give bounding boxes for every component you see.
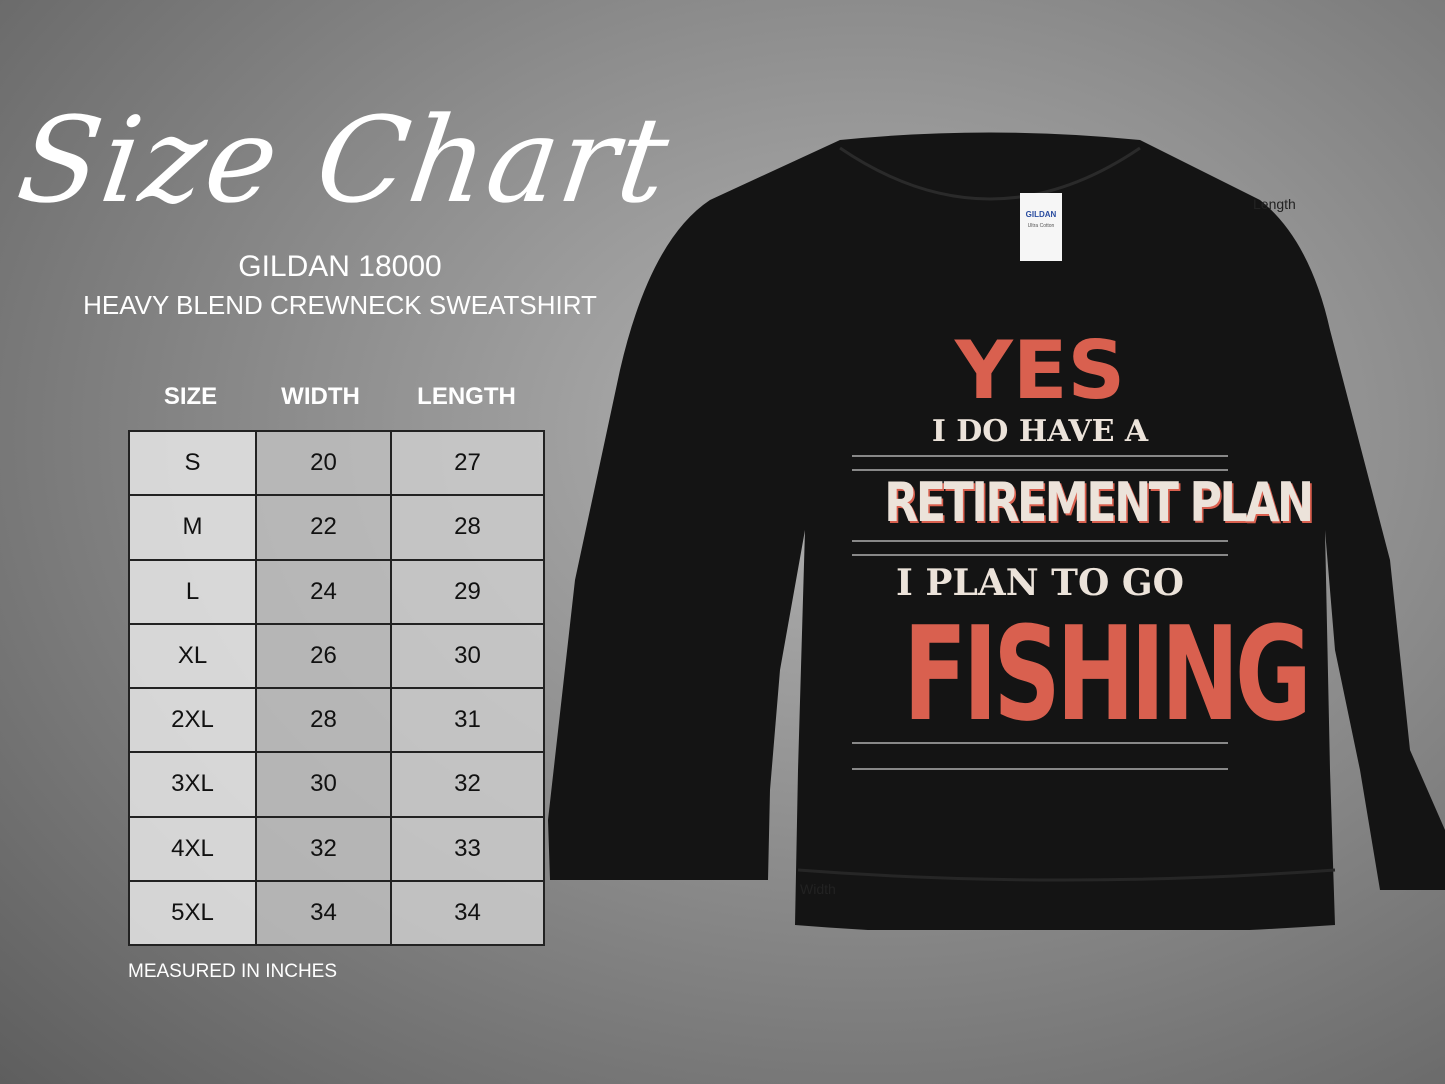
design-fishing: FISHING <box>903 598 1312 750</box>
design-divider <box>852 455 1228 471</box>
size-cell: L <box>128 558 257 625</box>
width-cell: 28 <box>256 686 392 754</box>
length-label: Length <box>1253 196 1296 212</box>
table-row: 4XL 32 33 <box>128 815 545 882</box>
design-divider <box>852 742 1228 770</box>
design-line4: I PLAN TO GO <box>896 562 1184 604</box>
length-cell: 33 <box>390 815 545 882</box>
width-cell: 20 <box>256 429 392 497</box>
column-header-size: SIZE <box>163 383 218 410</box>
table-row: S 20 27 <box>128 429 545 497</box>
brand-model: GILDAN 18000 <box>238 250 442 283</box>
column-header-length: LENGTH <box>417 383 516 410</box>
design-retirement-plan: RETIREMENT PLAN <box>884 471 1314 534</box>
width-cell: 30 <box>256 751 392 818</box>
size-cell: M <box>128 494 257 561</box>
length-cell: 30 <box>390 622 545 690</box>
table-row: L 24 29 <box>128 558 545 625</box>
design-divider <box>852 540 1228 556</box>
length-cell: 31 <box>390 686 545 754</box>
sweatshirt-image <box>548 132 1445 930</box>
width-cell: 22 <box>256 494 392 561</box>
tag-sub: Ultra Cotton <box>1027 223 1055 229</box>
sweatshirt-body <box>548 132 1445 930</box>
table-row: 2XL 28 31 <box>128 686 545 754</box>
length-cell: 32 <box>390 751 545 818</box>
table-row: 5XL 34 34 <box>128 879 545 947</box>
width-cell: 24 <box>256 558 392 625</box>
column-header-width: WIDTH <box>281 383 360 410</box>
width-cell: 34 <box>256 879 392 947</box>
table-row: M 22 28 <box>128 494 545 561</box>
measurement-note: MEASURED IN INCHES <box>128 961 338 982</box>
width-label: Width <box>800 881 836 897</box>
tag-brand: GILDAN <box>1025 210 1057 219</box>
width-cell: 32 <box>256 815 392 882</box>
gildan-tag <box>1020 193 1062 261</box>
length-cell: 28 <box>390 494 545 561</box>
width-cell: 26 <box>256 622 392 690</box>
size-table: S 20 27 M 22 28 L 24 29 XL 26 30 2XL 28 31 3XL 30 32 4XL 32… <box>128 429 545 947</box>
table-row: 3XL 30 32 <box>128 751 545 818</box>
length-cell: 29 <box>390 558 545 625</box>
length-cell: 27 <box>390 429 545 497</box>
length-cell: 34 <box>390 879 545 947</box>
size-cell: S <box>128 429 257 497</box>
size-cell: XL <box>128 622 257 690</box>
size-cell: 3XL <box>128 751 257 818</box>
size-cell: 2XL <box>128 686 257 754</box>
size-cell: 5XL <box>128 879 257 947</box>
table-row: XL 26 30 <box>128 622 545 690</box>
product-name: HEAVY BLEND CREWNECK SWEATSHIRT <box>83 290 597 320</box>
design-yes: YES <box>954 324 1126 417</box>
size-cell: 4XL <box>128 815 257 882</box>
design-line2: I DO HAVE A <box>931 414 1149 449</box>
